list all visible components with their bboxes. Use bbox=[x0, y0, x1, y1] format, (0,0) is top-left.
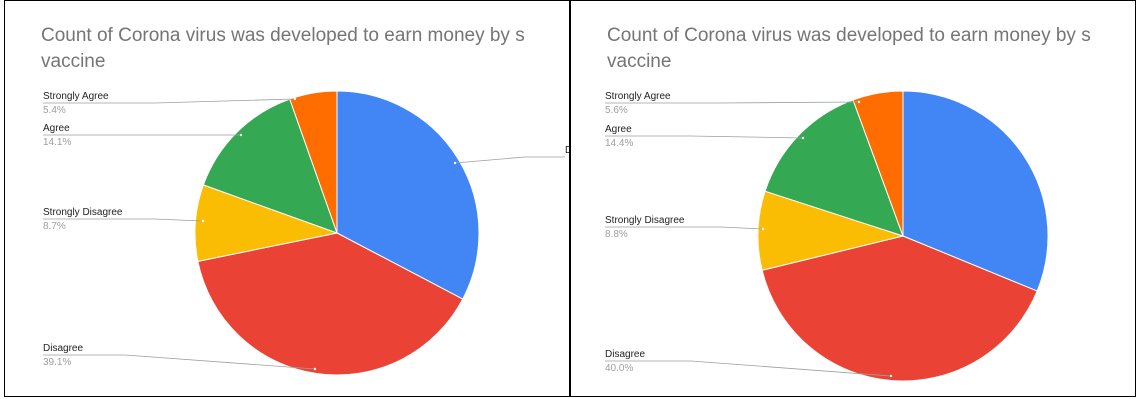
leader-dot bbox=[453, 161, 457, 165]
leader-dot bbox=[857, 100, 861, 104]
slice-label: D bbox=[565, 145, 570, 156]
leader-line bbox=[605, 360, 892, 377]
leader-dot bbox=[801, 136, 805, 140]
slice-label: Strongly Disagree bbox=[43, 207, 123, 218]
pie-slice-agree bbox=[764, 99, 904, 237]
slice-percent-label: 14.4% bbox=[605, 138, 633, 149]
leader-line bbox=[43, 354, 316, 370]
pie-slice-disagree bbox=[197, 232, 464, 376]
leader-dot bbox=[313, 367, 317, 371]
pie-slice-disagree bbox=[761, 235, 1038, 382]
leader-line bbox=[605, 135, 804, 139]
slice-label: Agree bbox=[605, 124, 632, 135]
leader-line bbox=[605, 101, 860, 104]
chart-title: Count of Corona virus was developed to e… bbox=[607, 23, 1135, 75]
slice-percent-label: 40.0% bbox=[605, 363, 633, 374]
pie-slice-strongly-agree bbox=[852, 90, 904, 237]
leader-dot bbox=[201, 219, 205, 223]
slice-percent-label: 5.4% bbox=[43, 105, 66, 116]
slice-percent-label: 5.6% bbox=[605, 105, 628, 116]
leader-line bbox=[454, 156, 565, 164]
leader-dot bbox=[889, 374, 893, 378]
chart-title-line-2: vaccine bbox=[607, 51, 672, 72]
chart-panel-right: Count of Corona virus was developed to e… bbox=[570, 0, 1136, 397]
pie-chart: Disagree 40.0% Strongly Disagree 8.8% Agree 1… bbox=[605, 90, 1049, 382]
leader-line bbox=[605, 226, 764, 230]
chart-title: Count of Corona virus was developed to e… bbox=[41, 23, 569, 75]
chart-title-line-1: Count of Corona virus was developed to e… bbox=[41, 25, 525, 46]
slice-percent-label: 14.1% bbox=[43, 137, 71, 148]
leader-line bbox=[43, 98, 296, 104]
slice-label: Disagree bbox=[43, 343, 83, 354]
chart-title-line-2: vaccine bbox=[41, 51, 106, 72]
slice-percent-label: 39.1% bbox=[43, 357, 71, 368]
leader-dot bbox=[239, 133, 243, 137]
slice-label: Disagree bbox=[605, 349, 645, 360]
pie-slice-unlabeled bbox=[902, 90, 1049, 292]
chart-title-line-1: Count of Corona virus was developed to e… bbox=[607, 25, 1091, 46]
slice-percent-label: 8.7% bbox=[43, 221, 66, 232]
slice-label: Strongly Agree bbox=[43, 91, 109, 102]
slice-percent-label: 8.8% bbox=[605, 229, 628, 240]
slice-label: Strongly Disagree bbox=[605, 215, 685, 226]
pie-slice-agree bbox=[202, 98, 338, 234]
chart-panel-left: Count of Corona virus was developed to e… bbox=[4, 0, 570, 397]
leader-line bbox=[43, 218, 204, 222]
leader-dot bbox=[761, 227, 765, 231]
leader-dot bbox=[293, 97, 297, 101]
slice-label: Strongly Agree bbox=[605, 91, 671, 102]
slice-label: Agree bbox=[43, 123, 70, 134]
pie-slice-d bbox=[336, 90, 480, 300]
pie-chart: D Disagree 39.1% Strongly Disagree 8.7% Agree… bbox=[43, 90, 570, 376]
